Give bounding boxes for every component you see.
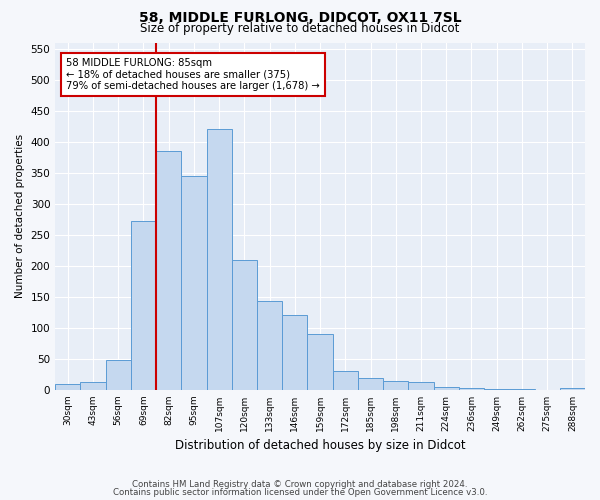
Bar xyxy=(459,388,484,390)
Bar xyxy=(206,130,232,390)
Bar xyxy=(131,221,156,390)
Bar xyxy=(358,378,383,390)
Bar xyxy=(409,382,434,390)
Bar xyxy=(156,151,181,390)
Bar xyxy=(232,260,257,390)
Text: 58, MIDDLE FURLONG, DIDCOT, OX11 7SL: 58, MIDDLE FURLONG, DIDCOT, OX11 7SL xyxy=(139,11,461,25)
Bar xyxy=(434,387,459,390)
X-axis label: Distribution of detached houses by size in Didcot: Distribution of detached houses by size … xyxy=(175,440,466,452)
Bar xyxy=(80,382,106,390)
Text: 58 MIDDLE FURLONG: 85sqm
← 18% of detached houses are smaller (375)
79% of semi-: 58 MIDDLE FURLONG: 85sqm ← 18% of detach… xyxy=(66,58,320,92)
Bar xyxy=(332,372,358,390)
Text: Contains HM Land Registry data © Crown copyright and database right 2024.: Contains HM Land Registry data © Crown c… xyxy=(132,480,468,489)
Bar xyxy=(560,388,585,390)
Bar xyxy=(307,334,332,390)
Bar xyxy=(282,316,307,390)
Bar xyxy=(257,301,282,390)
Bar xyxy=(383,380,409,390)
Bar xyxy=(181,176,206,390)
Bar xyxy=(55,384,80,390)
Text: Contains public sector information licensed under the Open Government Licence v3: Contains public sector information licen… xyxy=(113,488,487,497)
Y-axis label: Number of detached properties: Number of detached properties xyxy=(15,134,25,298)
Bar xyxy=(106,360,131,390)
Text: Size of property relative to detached houses in Didcot: Size of property relative to detached ho… xyxy=(140,22,460,35)
Bar xyxy=(484,388,509,390)
